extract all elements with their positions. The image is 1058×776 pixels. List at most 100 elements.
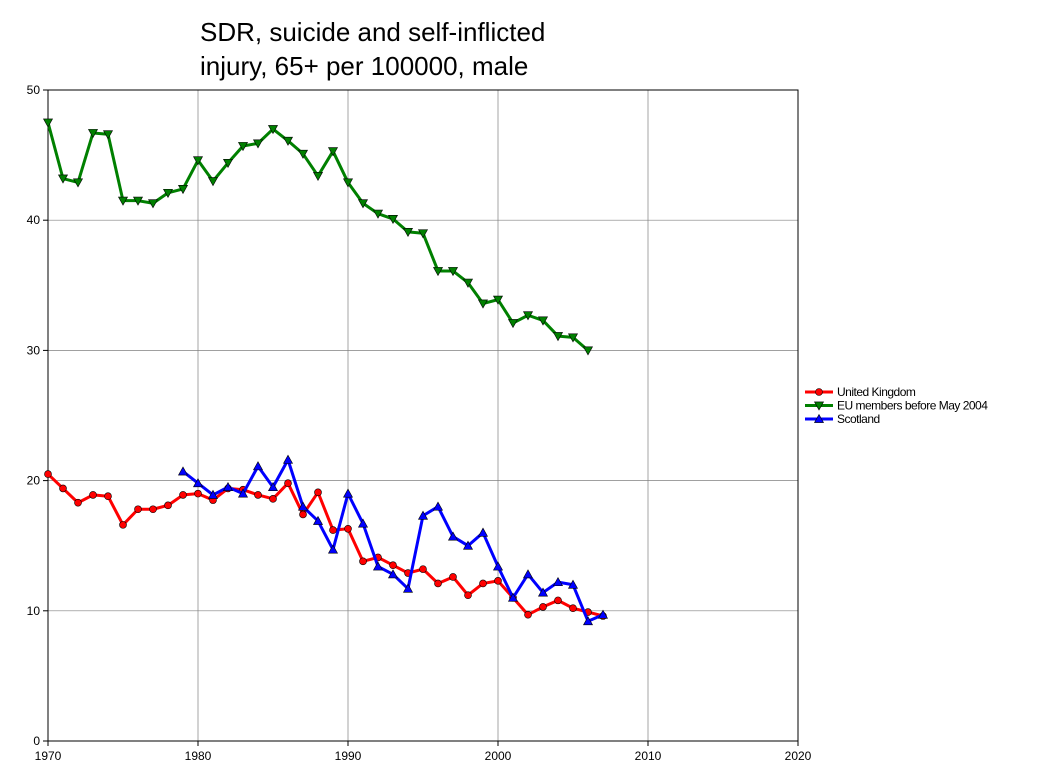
data-point <box>207 177 219 187</box>
data-point <box>582 616 594 626</box>
data-point <box>477 299 489 309</box>
data-point <box>269 495 277 503</box>
data-point <box>192 156 204 166</box>
data-point <box>417 229 429 239</box>
x-tick-label: 2020 <box>785 749 812 763</box>
y-tick-label: 10 <box>27 604 41 618</box>
data-point <box>449 573 457 581</box>
data-point <box>552 332 564 342</box>
chart-title: injury, 65+ per 100000, male <box>200 51 528 81</box>
data-point <box>507 319 519 329</box>
data-point <box>372 209 384 219</box>
data-point <box>282 454 294 464</box>
data-point <box>582 346 594 356</box>
data-point <box>314 488 322 497</box>
data-point <box>492 295 504 305</box>
data-point <box>87 129 99 139</box>
data-point <box>327 544 339 554</box>
data-point <box>104 492 112 501</box>
data-point <box>552 577 564 587</box>
data-point <box>462 278 474 288</box>
data-point <box>177 185 189 195</box>
y-tick-label: 30 <box>27 343 41 357</box>
data-point <box>237 488 249 498</box>
data-point <box>72 178 84 188</box>
data-point <box>267 125 279 135</box>
data-point <box>507 592 519 602</box>
data-point <box>462 540 474 550</box>
data-point <box>402 228 414 238</box>
data-point <box>464 591 472 599</box>
data-point <box>194 489 202 498</box>
data-point <box>447 531 459 541</box>
data-point <box>567 579 579 589</box>
x-tick-label: 2000 <box>485 749 512 763</box>
data-point <box>44 470 52 478</box>
data-point <box>419 565 427 573</box>
data-point <box>59 484 67 493</box>
chart-title: SDR, suicide and self-inflicted <box>200 17 545 47</box>
data-point <box>42 118 54 128</box>
y-tick-label: 50 <box>27 83 41 97</box>
y-tick-label: 20 <box>27 474 41 488</box>
series-line <box>182 458 604 623</box>
data-point <box>297 149 309 159</box>
data-point <box>102 130 114 140</box>
data-point <box>57 174 69 184</box>
data-point <box>267 481 279 492</box>
data-point <box>357 518 369 528</box>
y-tick-label: 40 <box>27 213 41 227</box>
data-point <box>134 505 142 514</box>
data-point <box>117 196 129 206</box>
data-point <box>554 596 562 605</box>
data-point <box>299 510 307 519</box>
data-point <box>432 267 444 277</box>
data-point <box>494 577 502 585</box>
data-point <box>342 488 354 498</box>
data-point <box>222 481 234 492</box>
data-point <box>417 510 429 520</box>
plot-frame <box>47 89 799 742</box>
data-point <box>177 466 189 476</box>
data-point <box>432 501 444 511</box>
data-point <box>179 491 187 499</box>
data-point <box>522 569 534 579</box>
data-point <box>297 501 309 511</box>
data-point <box>164 501 172 510</box>
data-point <box>537 587 549 597</box>
legend-marker <box>813 401 825 411</box>
data-point <box>372 561 384 571</box>
legend-label: EU members before May 2004 <box>837 399 988 413</box>
data-point <box>539 603 547 611</box>
data-point <box>434 579 442 588</box>
data-point <box>342 178 354 188</box>
data-point <box>477 527 489 537</box>
legend-label: Scotland <box>837 412 880 426</box>
x-tick-label: 2010 <box>635 749 662 763</box>
data-point <box>192 478 204 488</box>
data-point <box>389 561 397 570</box>
data-point <box>74 498 82 507</box>
data-point <box>312 172 324 182</box>
x-tick-label: 1980 <box>185 749 212 763</box>
data-point <box>569 604 577 612</box>
data-point <box>252 139 264 149</box>
data-point <box>207 489 219 499</box>
data-point <box>237 142 249 152</box>
data-point <box>284 479 292 488</box>
y-tick-label: 0 <box>33 734 40 748</box>
data-point <box>149 505 157 514</box>
data-point <box>329 526 337 534</box>
x-tick-label: 1990 <box>335 749 362 763</box>
data-point <box>359 557 367 566</box>
data-point <box>222 159 234 169</box>
data-point <box>522 311 534 321</box>
data-point <box>402 583 414 593</box>
data-point <box>567 333 579 343</box>
data-point <box>327 147 339 157</box>
series-line <box>46 473 604 618</box>
data-point <box>492 561 504 571</box>
data-point <box>537 316 549 326</box>
data-point <box>344 524 352 533</box>
